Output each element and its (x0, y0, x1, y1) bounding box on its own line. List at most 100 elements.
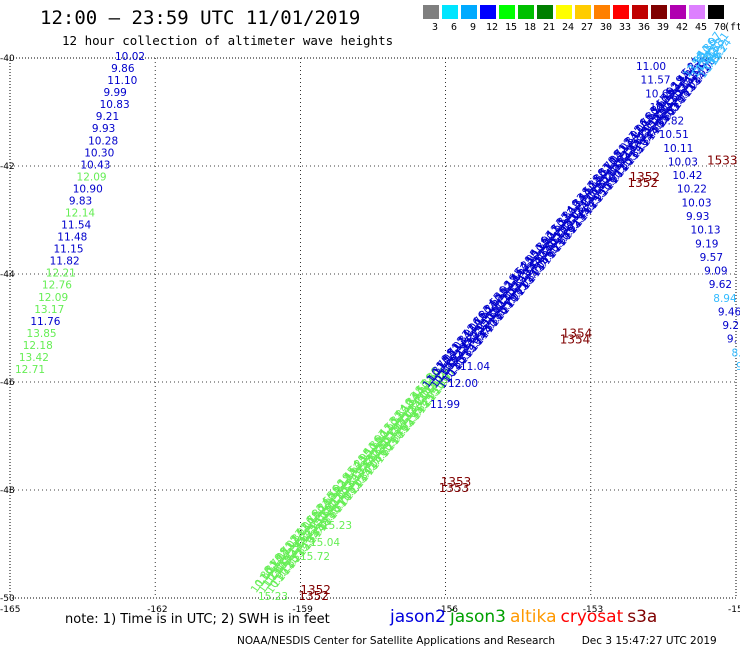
scale-label: 21 (542, 22, 556, 33)
swh-value: 10.90 (73, 183, 103, 195)
scale-label: 27 (580, 22, 594, 33)
scale-label: 6 (450, 22, 458, 33)
swh-value: 10.13 (691, 225, 721, 237)
scale-label: 18 (523, 22, 537, 33)
swh-value: 9.93 (92, 123, 115, 135)
swh-value: 10.69 (645, 88, 675, 100)
wave-height-tracks: 10.029.8611.109.9910.839.219.9310.2810.3… (15, 30, 740, 603)
swh-value: 10.43 (80, 159, 110, 171)
swh-value: 10.42 (672, 170, 702, 182)
swh-value: 11.57 (641, 75, 671, 87)
scale-swatch (480, 5, 496, 19)
credit-source: NOAA/NESDIS Center for Satellite Applica… (237, 635, 555, 647)
swh-value: 10.03 (668, 156, 698, 168)
scale-swatch (689, 5, 705, 19)
scale-swatch (499, 5, 515, 19)
scale-swatch (651, 5, 667, 19)
swh-value: 9.57 (700, 252, 723, 264)
latitude-label: -48 (0, 486, 15, 496)
swh-value: 11.48 (57, 232, 87, 244)
swh-value: 13.42 (19, 352, 49, 364)
longitude-label: -162 (147, 605, 167, 615)
swh-value: 11.76 (30, 316, 60, 328)
swh-value: 15.23 (258, 591, 288, 603)
page-title: 12:00 – 23:59 UTC 11/01/2019 (40, 7, 361, 29)
map-frame (9, 57, 737, 599)
credit-line: NOAA/NESDIS Center for Satellite Applica… (237, 635, 717, 647)
swh-value: 12.09 (38, 292, 68, 304)
swh-value: 9.93 (686, 211, 709, 223)
pass-time-label: 1352 (630, 170, 661, 184)
pass-time-label: 1354 (562, 326, 593, 340)
scale-swatch (670, 5, 686, 19)
swh-value: 12.21 (46, 268, 76, 280)
scale-label: 9 (469, 22, 477, 33)
pass-time-label: 1352 (628, 176, 659, 190)
swh-value: 10.28 (88, 135, 118, 147)
swh-value: 10.03 (681, 197, 711, 209)
scale-swatch (613, 5, 629, 19)
scale-swatch (632, 5, 648, 19)
swh-value: 12.00 (448, 378, 478, 390)
pass-time-label: 1352 (298, 589, 329, 603)
scale-label: 24 (561, 22, 575, 33)
scale-swatch (537, 5, 553, 19)
longitude-label: -165 (0, 605, 20, 615)
satellite-legend: jason2 jason3 altika cryosat s3a (390, 607, 661, 627)
scale-label: 3 (431, 22, 439, 33)
axis-tick-labels: -165 -162 -159 -156 -153 -150 -40 -42 -44 -46 -48 -… (0, 54, 740, 615)
swh-value: 12.14 (65, 208, 95, 220)
latitude-label: -46 (0, 378, 15, 388)
credit-timestamp: Dec 3 15:47:27 UTC 2019 (581, 635, 717, 647)
scale-swatch (708, 5, 724, 19)
swh-value: 11.15 (53, 244, 83, 256)
swh-value: 9.19 (695, 238, 718, 250)
scale-label: 15 (504, 22, 518, 33)
swh-value: 12.71 (15, 364, 45, 376)
swh-value: 9.21 (96, 111, 119, 123)
pass-time-label: 1353 (441, 475, 472, 489)
swh-value: 9. (727, 334, 737, 346)
scale-label: 70 (713, 22, 727, 33)
swh-value: 9 (736, 361, 740, 373)
swh-value: 12.18 (23, 340, 53, 352)
swh-value: 10.02 (115, 51, 145, 63)
swh-value: 10.22 (677, 184, 707, 196)
scale-swatch (575, 5, 591, 19)
swh-value: 10.83 (100, 99, 130, 111)
longitude-label: -153 (583, 605, 603, 615)
swh-value: 11.10 (107, 75, 137, 87)
scale-swatch (461, 5, 477, 19)
swh-value: 13.85 (27, 328, 57, 340)
swh-value: 10.11 (663, 143, 693, 155)
swh-value: 8.68 (696, 53, 719, 65)
legend-jason3: jason3 (450, 607, 506, 627)
scale-swatch (423, 5, 439, 19)
swh-value: 10.30 (84, 147, 114, 159)
longitude-label: -156 (438, 605, 459, 615)
scale-label: 33 (618, 22, 632, 33)
pass-time-label: 1533 (707, 154, 738, 168)
legend-cryosat: cryosat (560, 607, 624, 627)
scale-swatch (556, 5, 572, 19)
swh-value: 8.94 (713, 293, 737, 305)
swh-value: 13.17 (34, 304, 64, 316)
swh-value: 9.09 (704, 266, 727, 278)
latitude-label: -44 (0, 270, 15, 280)
scale-label: 39 (656, 22, 670, 33)
swh-value: 8. (731, 347, 740, 359)
swh-value: 12.09 (77, 171, 107, 183)
map-grid (9, 57, 737, 599)
longitude-label: -150 (728, 605, 740, 615)
swh-value: 9.2 (722, 320, 739, 332)
scale-unit: (ft) (723, 22, 740, 33)
legend-jason2: jason2 (390, 607, 446, 627)
swh-value: 15.04 (310, 537, 340, 549)
pass-time-label: 1353 (439, 481, 470, 495)
swh-value: 9.86 (111, 63, 135, 75)
swh-value: 10.35 (650, 102, 680, 114)
swh-value: 11.54 (61, 220, 91, 232)
scale-label: 30 (599, 22, 613, 33)
latitude-label: -40 (0, 54, 15, 64)
